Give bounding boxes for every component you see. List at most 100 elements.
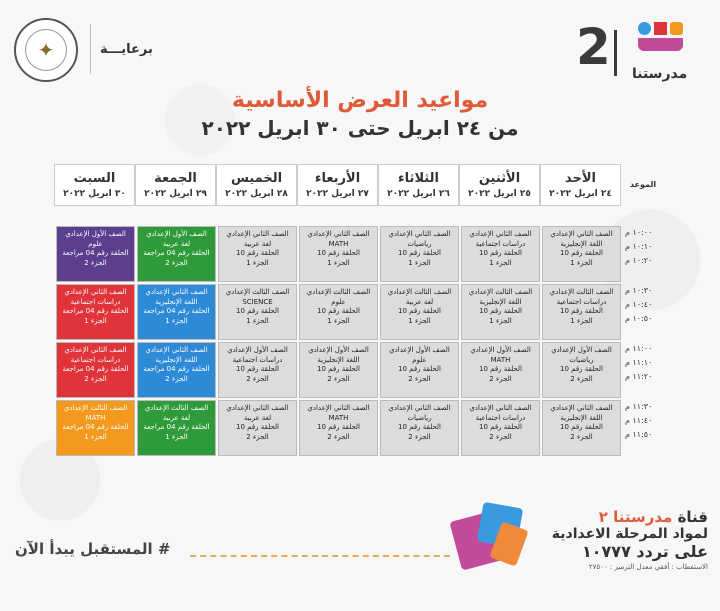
day-header: الأحد ٢٤ ابريل ٢٠٢٢	[540, 164, 621, 206]
schedule-cell: الصف الأول الإعدادي MATH الحلقة رقم 10 الجز…	[461, 342, 540, 398]
cell-line: لغة عربية	[162, 239, 191, 248]
time-slot: ١٠:٣٠ م	[625, 286, 653, 295]
channel-frequency: على تردد ١٠٧٧٧	[582, 542, 708, 561]
cell-line: الجزء 2	[84, 374, 107, 383]
schedule-table: الموعد الأحد ٢٤ ابريل ٢٠٢٢ الأثنين ٢٥ ابريل…	[54, 164, 663, 464]
time-slots: ١١:٠٠ م ١١:١٠ م ١١:٢٠ م	[623, 342, 663, 398]
day-date: ٢٧ ابريل ٢٠٢٢	[306, 189, 369, 199]
cell-line: الجزء 2	[246, 374, 269, 383]
day-name: الجمعة	[154, 171, 197, 186]
schedule-cell: الصف الأول الإعدادي لغة عربية الحلقة رقم 0…	[137, 226, 216, 282]
schedule-cell: الصف الأول الإعدادي دراسات اجتماعية الحلقة…	[218, 342, 297, 398]
cell-line: الحلقة رقم 04 مراجعة	[62, 423, 129, 431]
time-slots: ١٠:٠٠ م ١٠:١٠ م ١٠:٢٠ م	[623, 226, 663, 282]
cell-line: SCIENCE	[242, 297, 273, 306]
schedule-cell: الصف الثاني الإعدادي MATH الحلقة رقم 10 الج…	[299, 400, 378, 456]
cell-line: الجزء 1	[165, 316, 188, 325]
cell-line: MATH	[328, 413, 349, 422]
cell-line: الجزء 2	[84, 258, 107, 267]
cell-line: دراسات اجتماعية	[70, 355, 121, 364]
cell-line: دراسات اجتماعية	[70, 297, 121, 306]
cell-line: MATH	[85, 413, 106, 422]
eagle-emblem-icon: ✦	[25, 29, 67, 71]
schedule-cell: الصف الأول الإعدادي رياضيات الحلقة رقم 10 ا…	[542, 342, 621, 398]
cell-line: علوم	[331, 297, 346, 306]
schedule-cell: الصف الثاني الإعدادي اللغة الإنجليزية الحل…	[137, 284, 216, 340]
day-header: السبت ٣٠ ابريل ٢٠٢٢	[54, 164, 135, 206]
cell-line: الصف الثاني الإعدادي	[145, 288, 208, 296]
day-date: ٢٩ ابريل ٢٠٢٢	[144, 189, 207, 199]
cell-line: الحلقة رقم 10	[236, 423, 279, 431]
cell-line: الصف الثاني الإعدادي	[550, 230, 613, 238]
decorative-dash-line	[190, 555, 450, 557]
schedule-cell: الصف الثالث الإعدادي علوم الحلقة رقم 10 الج…	[299, 284, 378, 340]
cell-line: الصف الأول الإعدادي	[470, 346, 531, 354]
cell-line: علوم	[88, 239, 103, 248]
time-slot: ١٠:٥٠ م	[625, 314, 653, 323]
cell-line: الحلقة رقم 10	[236, 307, 279, 315]
schedule-cell: الصف الثاني الإعدادي اللغة الإنجليزية الحل…	[542, 226, 621, 282]
schedule-cell: الصف الثاني الإعدادي لغة عربية الحلقة رقم …	[218, 226, 297, 282]
cell-line: لغة عربية	[162, 413, 191, 422]
time-slot: ١١:٥٠ م	[625, 430, 653, 439]
cell-line: الصف الثاني الإعدادي	[226, 230, 289, 238]
cell-line: اللغة الإنجليزية	[317, 355, 360, 364]
day-header: الجمعة ٢٩ ابريل ٢٠٢٢	[135, 164, 216, 206]
cell-line: الصف الأول الإعدادي	[65, 230, 126, 238]
channel-name: مدرستنا ٢	[598, 508, 673, 526]
cell-line: الحلقة رقم 04 مراجعة	[62, 365, 129, 373]
day-header: الثلاثاء ٢٦ ابريل ٢٠٢٢	[378, 164, 459, 206]
cell-line: الحلقة رقم 10	[479, 423, 522, 431]
cell-line: الحلقة رقم 10	[317, 307, 360, 315]
day-name: الخميس	[230, 171, 283, 186]
cell-line: الصف الأول الإعدادي	[551, 346, 612, 354]
cell-line: الحلقة رقم 04 مراجعة	[143, 423, 210, 431]
schedule-cell: الصف الثاني الإعدادي رياضيات الحلقة رقم 10…	[380, 226, 459, 282]
time-slots: ١٠:٣٠ م ١٠:٤٠ م ١٠:٥٠ م	[623, 284, 663, 340]
time-slot: ١١:٣٠ م	[625, 402, 653, 411]
cell-line: الصف الثاني الإعدادي	[64, 346, 127, 354]
header-divider	[90, 24, 91, 74]
cell-line: الصف الأول الإعدادي	[146, 230, 207, 238]
day-name: الأربعاء	[314, 171, 361, 186]
day-name: الثلاثاء	[398, 171, 439, 186]
cell-line: الحلقة رقم 10	[479, 307, 522, 315]
cell-line: الجزء 1	[84, 316, 107, 325]
cell-line: الصف الثاني الإعدادي	[469, 404, 532, 412]
cell-line: الحلقة رقم 10	[236, 365, 279, 373]
cell-line: الحلقة رقم 10	[398, 307, 441, 315]
time-slot: ١١:٢٠ م	[625, 372, 653, 381]
cell-line: الحلقة رقم 04 مراجعة	[143, 365, 210, 373]
page-title: مواعيد العرض الأساسية	[231, 88, 489, 113]
cell-line: الجزء 1	[246, 316, 269, 325]
cell-line: الجزء 1	[84, 432, 107, 441]
cell-line: الحلقة رقم 10	[398, 423, 441, 431]
cell-line: الجزء 2	[246, 432, 269, 441]
cell-line: الصف الثاني الإعدادي	[550, 404, 613, 412]
brand-number: 2	[576, 18, 611, 76]
cell-line: الصف الثالث الإعدادي	[387, 288, 452, 296]
ministry-logo: ✦	[14, 18, 78, 82]
house-icon	[638, 22, 684, 68]
cell-line: الجزء 2	[489, 432, 512, 441]
cell-line: الحلقة رقم 10	[317, 249, 360, 257]
cell-line: الجزء 2	[408, 374, 431, 383]
cell-line: لغة عربية	[243, 413, 272, 422]
books-illustration	[449, 501, 535, 575]
cell-line: الجزء 1	[246, 258, 269, 267]
cell-line: الصف الأول الإعدادي	[308, 346, 369, 354]
cell-line: الحلقة رقم 10	[560, 307, 603, 315]
schedule-cell: الصف الثاني الإعدادي دراسات اجتماعية الحلق…	[461, 226, 540, 282]
brand-logo: 2 مدرستنا	[576, 18, 706, 88]
day-header: الأثنين ٢٥ ابريل ٢٠٢٢	[459, 164, 540, 206]
cell-line: MATH	[328, 239, 349, 248]
cell-line: الصف الثالث الإعدادي	[306, 288, 371, 296]
cell-line: الجزء 1	[570, 316, 593, 325]
time-slot: ١١:٠٠ م	[625, 344, 653, 353]
schedule-cell: الصف الثالث الإعدادي اللغة الإنجليزية الحل…	[461, 284, 540, 340]
cell-line: لغة عربية	[243, 239, 272, 248]
day-header: الخميس ٢٨ ابريل ٢٠٢٢	[216, 164, 297, 206]
day-date: ٢٨ ابريل ٢٠٢٢	[225, 189, 288, 199]
schedule-cell: الصف الثاني الإعدادي رياضيات الحلقة رقم 10…	[380, 400, 459, 456]
time-slot: ١١:٤٠ م	[625, 416, 653, 425]
